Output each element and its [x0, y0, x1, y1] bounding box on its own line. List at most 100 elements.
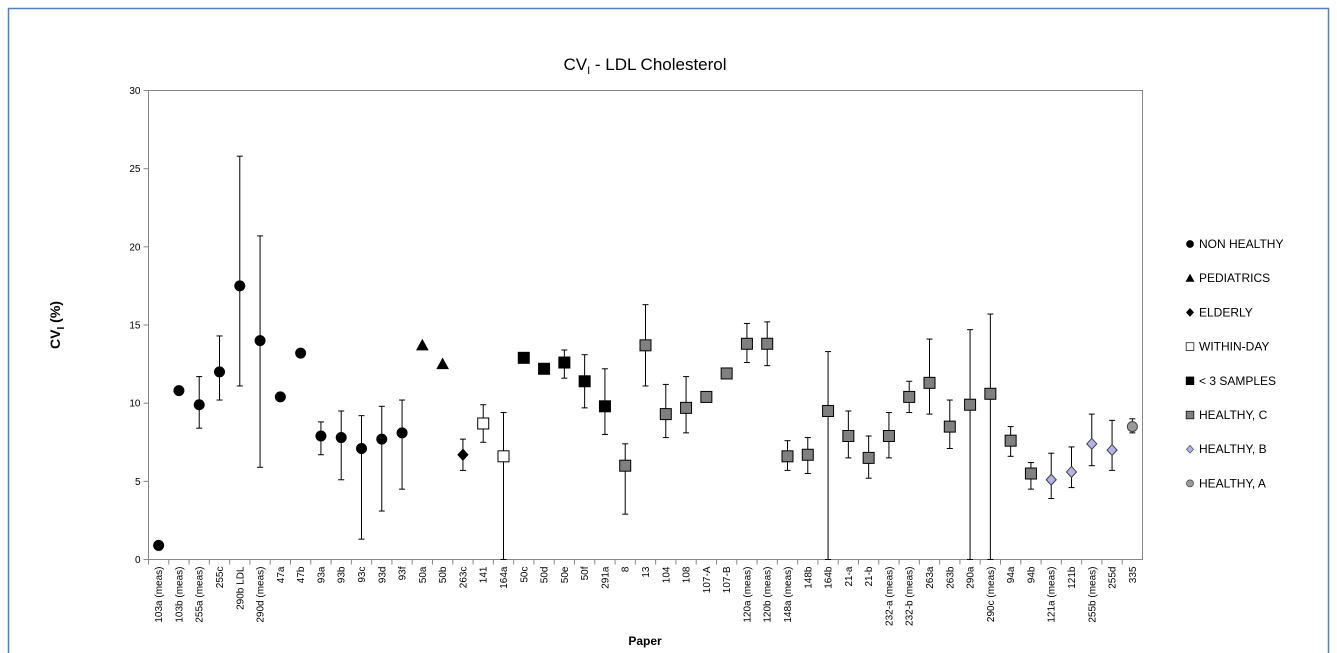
- x-tick-label: 120a (meas): [742, 567, 753, 623]
- y-tick-label: 20: [129, 242, 141, 253]
- x-tick-label: 232-b (meas): [905, 567, 916, 626]
- x-tick-label: 93a: [316, 566, 327, 583]
- data-point: [315, 430, 327, 442]
- data-point: [842, 429, 855, 442]
- data-point: [416, 338, 429, 351]
- legend-label: HEALTHY, A: [1199, 476, 1266, 490]
- data-point: [598, 400, 611, 413]
- data-point: [578, 375, 591, 388]
- data-point: [153, 539, 165, 551]
- data-point: [1065, 465, 1078, 479]
- data-point: [376, 433, 388, 445]
- data-point: [558, 356, 571, 369]
- data-point: [781, 450, 794, 463]
- x-tick-label: 93c: [357, 567, 368, 583]
- legend-label: < 3 SAMPLES: [1199, 374, 1276, 388]
- x-tick-label: 290b LDL: [235, 566, 246, 610]
- x-tick-label: 21-b: [864, 566, 875, 586]
- legend-marker: [1186, 308, 1194, 317]
- x-tick-label: 263b: [945, 566, 956, 589]
- data-point: [1106, 443, 1118, 457]
- x-tick-label: 232-a (meas): [884, 567, 895, 626]
- x-tick-label: 13: [641, 566, 652, 578]
- data-point: [193, 399, 205, 411]
- x-tick-label: 148a (meas): [783, 567, 794, 623]
- legend-label: WITHIN-DAY: [1199, 340, 1269, 354]
- data-point: [903, 390, 916, 403]
- data-point: [1024, 467, 1037, 480]
- data-point: [477, 417, 490, 430]
- x-tick-label: 94a: [1006, 566, 1017, 583]
- x-tick-label: 50b: [438, 566, 449, 583]
- title-subscript: I: [587, 65, 590, 77]
- legend-label: HEALTHY, B: [1199, 442, 1267, 456]
- x-tick-label: 255c: [215, 567, 226, 589]
- x-tick-label: 263c: [458, 567, 469, 589]
- title-main: CV: [563, 55, 587, 74]
- legend-label: HEALTHY, C: [1199, 408, 1268, 422]
- x-tick-label: 291a: [600, 566, 611, 589]
- data-point: [700, 390, 713, 403]
- data-point: [1126, 421, 1138, 433]
- x-tick-label: 255a (meas): [195, 567, 206, 623]
- data-point: [295, 347, 307, 359]
- data-point: [801, 448, 814, 461]
- data-point: [214, 366, 225, 378]
- data-point: [274, 391, 286, 403]
- y-tick-label: 10: [129, 399, 141, 410]
- data-point: [1045, 473, 1057, 487]
- legend-marker: [1185, 342, 1195, 351]
- data-point: [882, 429, 895, 442]
- data-point: [1004, 434, 1017, 447]
- title-rest: - LDL Cholesterol: [590, 55, 726, 74]
- data-point: [964, 398, 977, 411]
- x-tick-label: 108: [682, 566, 693, 583]
- x-tick-label: 255b (meas): [1087, 567, 1098, 623]
- x-tick-label: 103b (meas): [174, 567, 185, 623]
- data-point: [335, 432, 347, 444]
- x-tick-label: 107-A: [702, 566, 713, 593]
- x-tick-label: 120b (meas): [763, 567, 774, 623]
- x-tick-label: 50c: [519, 567, 530, 583]
- x-tick-label: 255d: [1108, 567, 1119, 589]
- x-tick-label: 50a: [418, 566, 429, 583]
- data-point: [822, 404, 835, 417]
- y-tick-label: 15: [129, 321, 141, 332]
- legend-label: PEDIATRICS: [1199, 271, 1270, 285]
- data-point: [356, 443, 367, 455]
- data-point: [234, 280, 246, 292]
- legend-marker: [1185, 410, 1195, 420]
- legend-marker: [1186, 479, 1194, 488]
- data-point: [538, 362, 551, 375]
- x-tick-label: 148b: [803, 566, 814, 589]
- x-tick-label: 50f: [580, 566, 591, 580]
- x-tick-label: 94b: [1026, 566, 1037, 583]
- chart-title: CVI - LDL Cholesterol: [563, 55, 726, 77]
- x-tick-label: 103a (meas): [154, 567, 165, 623]
- x-tick-label: 263a: [925, 566, 936, 589]
- legend-marker: [1185, 273, 1195, 282]
- x-tick-label: 290c (meas): [986, 567, 997, 623]
- data-point: [943, 420, 956, 433]
- x-tick-label: 104: [661, 566, 672, 583]
- x-tick-label: 290d (meas): [256, 567, 267, 623]
- data-point: [639, 339, 652, 352]
- data-point: [457, 448, 469, 462]
- x-tick-label: 50d: [540, 567, 551, 584]
- data-point: [497, 450, 510, 463]
- x-tick-label: 93d: [377, 567, 388, 584]
- x-tick-label: 93f: [398, 566, 409, 580]
- x-tick-label: 47a: [276, 566, 287, 583]
- data-point: [619, 459, 632, 472]
- legend-marker: [1185, 376, 1195, 385]
- x-tick-label: 8: [621, 566, 632, 572]
- y-label-main: CV: [47, 329, 63, 349]
- x-tick-label: 121a (meas): [1047, 567, 1058, 623]
- x-tick-label: 164b: [824, 566, 835, 589]
- y-label-subscript: I: [56, 327, 67, 330]
- data-point: [173, 385, 185, 397]
- data-point: [740, 337, 753, 350]
- data-point: [659, 408, 672, 421]
- legend-marker: [1186, 444, 1194, 454]
